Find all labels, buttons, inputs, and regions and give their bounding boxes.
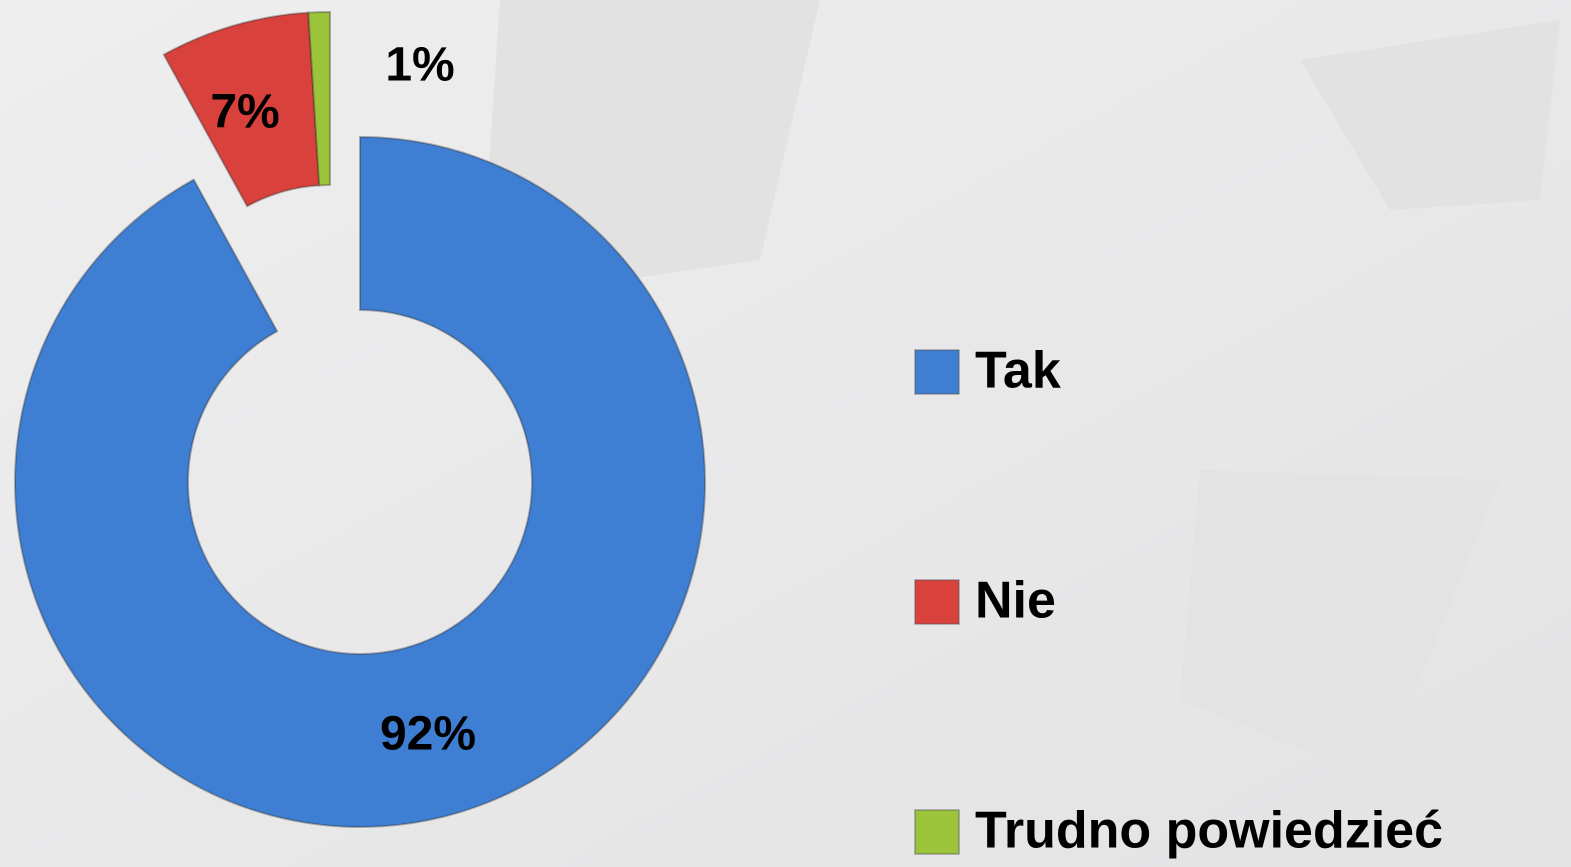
bg-shape xyxy=(1300,20,1560,210)
legend-swatch xyxy=(914,809,960,855)
legend-label: Trudno powiedzieć xyxy=(975,802,1443,860)
legend-label: Nie xyxy=(975,572,1056,630)
legend-label: Tak xyxy=(975,342,1061,400)
donut-slice xyxy=(162,11,321,208)
data-label: 92% xyxy=(380,708,476,761)
donut-slice xyxy=(307,10,331,187)
data-label: 7% xyxy=(210,86,279,139)
bg-shape xyxy=(1180,470,1500,780)
legend-swatch xyxy=(914,579,960,625)
donut-slice xyxy=(14,135,706,828)
data-label: 1% xyxy=(385,39,454,92)
legend-swatch xyxy=(914,349,960,395)
